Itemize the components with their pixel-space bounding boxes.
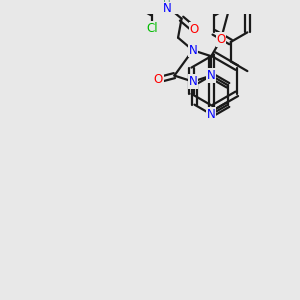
Text: O: O	[190, 23, 199, 36]
Text: N: N	[188, 44, 197, 57]
Text: Cl: Cl	[146, 22, 158, 35]
Text: O: O	[154, 73, 163, 86]
Text: N: N	[207, 69, 216, 82]
Text: O: O	[216, 33, 226, 46]
Text: N: N	[207, 108, 216, 121]
Text: H: H	[163, 0, 171, 10]
Text: N: N	[162, 2, 171, 15]
Text: N: N	[188, 75, 197, 88]
